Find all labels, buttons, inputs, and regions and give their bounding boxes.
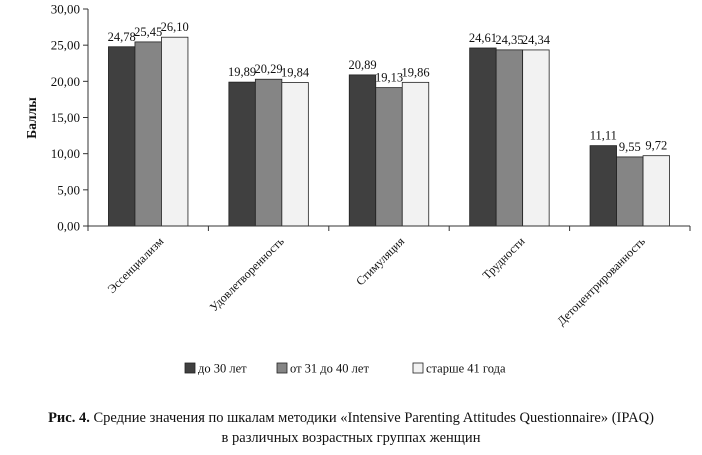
legend-swatch <box>412 362 424 374</box>
caption-label: Рис. 4. <box>48 410 90 426</box>
category-label: Детоцентрированность <box>554 234 648 328</box>
y-tick-label: 10,00 <box>51 146 80 161</box>
legend-label: до 30 лет <box>198 362 247 376</box>
bars <box>108 36 670 227</box>
bar <box>161 36 189 227</box>
figure-caption: Рис. 4. Средние значения по шкалам метод… <box>0 408 702 448</box>
bar <box>134 41 162 227</box>
category-label: Удовлетворенность <box>207 234 287 314</box>
axes <box>87 9 691 231</box>
y-tick-label: 30,00 <box>51 2 80 17</box>
y-axis-label-group: Баллы <box>24 97 39 139</box>
y-tick-label: 20,00 <box>51 74 80 89</box>
bar <box>522 49 550 227</box>
y-axis-label: Баллы <box>24 97 39 139</box>
caption-line-2: в различных возрастных группах женщин <box>221 430 481 446</box>
category-label: Трудности <box>480 234 528 282</box>
bar-value-label: 19,13 <box>375 71 403 85</box>
bar <box>348 74 377 227</box>
bar-value-label: 19,86 <box>401 65 429 79</box>
y-tick-label: 0,00 <box>57 219 80 234</box>
legend-label: старше 41 года <box>426 362 506 376</box>
bar-value-label: 24,78 <box>108 30 136 44</box>
bar <box>401 81 430 227</box>
bar-value-label: 24,61 <box>469 31 497 45</box>
bar <box>375 87 403 227</box>
bar-value-label: 9,55 <box>619 140 641 154</box>
bar-value-label: 25,45 <box>134 25 162 39</box>
legend-swatch <box>276 362 288 374</box>
legend: до 30 лет от 31 до 40 лет старше 41 года <box>184 362 506 376</box>
y-axis-ticks: 0,00 5,00 10,00 15,00 20,00 25,00 30,00 <box>51 2 88 234</box>
y-tick-label: 25,00 <box>51 38 80 53</box>
bar-value-label: 19,84 <box>281 65 310 79</box>
caption-line-1: Рис. 4. Средние значения по шкалам метод… <box>0 408 702 428</box>
bar <box>495 49 524 227</box>
legend-label: от 31 до 40 лет <box>290 362 369 376</box>
y-tick-label: 15,00 <box>51 110 80 125</box>
legend-swatch <box>184 362 196 374</box>
category-label: Эссенциализм <box>105 234 167 296</box>
bar-value-label: 9,72 <box>645 139 667 153</box>
bar <box>108 46 136 227</box>
caption-text: Средние значения по шкалам методики «Int… <box>89 410 654 426</box>
bar <box>589 145 617 227</box>
bar <box>469 47 497 227</box>
bar-chart: Баллы 0,005,0010,0015,0020,0025,0030,00 … <box>24 2 691 376</box>
bar-value-label: 20,29 <box>255 62 283 76</box>
category-label: Стимуляция <box>353 234 407 288</box>
category-labels: Эссенциализм Удовлетворенность Стимуляция Т… <box>105 234 649 328</box>
bar <box>616 156 644 227</box>
bar-value-label: 19,89 <box>228 65 256 79</box>
bar-value-label: 11,11 <box>590 129 617 143</box>
bar <box>642 155 670 227</box>
y-tick-label: 5,00 <box>57 182 80 197</box>
bar-value-label: 24,35 <box>495 33 523 47</box>
bar <box>281 82 309 227</box>
bar <box>254 78 283 227</box>
bar <box>228 81 256 227</box>
bar-value-label: 20,89 <box>348 58 376 72</box>
bar-value-label: 26,10 <box>161 20 189 34</box>
bar-value-label: 24,34 <box>522 33 551 47</box>
